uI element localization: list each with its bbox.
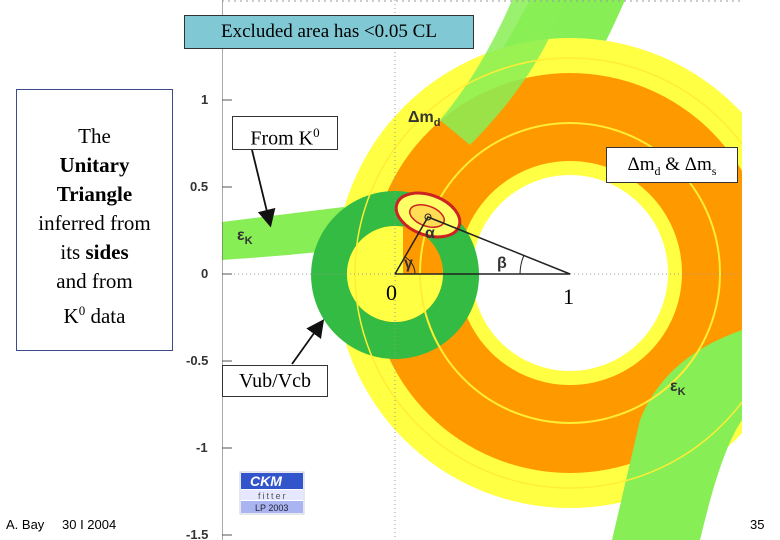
axis-label-one: 1 xyxy=(563,284,574,309)
caption-box: Excluded area has <0.05 CL xyxy=(184,15,474,49)
logo-lp2003: LP 2003 xyxy=(255,503,288,513)
ckm-plot: α γ β Δmd εK εK CKM xyxy=(222,0,742,540)
y-label-neg1.5: -1.5 xyxy=(186,527,208,540)
unitary-triangle xyxy=(394,216,571,275)
ckmfitter-logo: CKM fitter LP 2003 xyxy=(239,471,305,515)
dm-label: Δmd & Δms xyxy=(606,147,738,183)
side-line-7: K0 data xyxy=(63,303,126,328)
band-label-dmd: Δmd xyxy=(408,109,440,129)
epsk-band-lower xyxy=(612,330,742,540)
angle-alpha: α xyxy=(425,225,435,242)
logo-ckm: CKM xyxy=(250,473,282,489)
side-text-box: The Unitary Triangle inferred from its s… xyxy=(16,89,173,351)
band-label-epsk-right: εK xyxy=(670,378,686,398)
ring-line-1 xyxy=(419,122,721,424)
logo-fitter: fitter xyxy=(258,491,288,501)
epsk-band-upper-cross xyxy=(440,0,565,145)
side-line-2: Unitary xyxy=(59,153,130,177)
y-label-neg0.5: -0.5 xyxy=(186,353,208,368)
side-line-1: The xyxy=(78,124,111,148)
beta-arc xyxy=(519,254,525,275)
y-label-0.5: 0.5 xyxy=(190,179,208,194)
side-line-3: Triangle xyxy=(56,182,133,206)
angle-gamma: γ xyxy=(404,255,413,272)
y-label-0: 0 xyxy=(201,266,208,281)
side-line-6: and from xyxy=(56,269,133,293)
y-label-neg1: -1 xyxy=(196,440,208,455)
ring-line-2 xyxy=(354,57,742,489)
vub-vcb-label: Vub/Vcb xyxy=(222,365,328,397)
footer-date: 30 I 2004 xyxy=(62,517,117,532)
from-k0-label: From K0 xyxy=(232,116,338,150)
y-tick-labels: 1 0.5 0 -0.5 -1 -1.5 xyxy=(186,92,208,540)
ckm-plot-svg: α γ β Δmd εK εK CKM xyxy=(222,0,742,540)
gamma-arc xyxy=(404,256,416,275)
y-axis-ticks xyxy=(222,99,232,536)
band-label-epsk-left: εK xyxy=(237,227,253,247)
side-line-5: its sides xyxy=(60,240,129,264)
footer-author: A. Bay xyxy=(6,517,45,532)
apex-point xyxy=(424,213,432,221)
y-label-1: 1 xyxy=(201,92,208,107)
dmd-hole xyxy=(472,175,668,371)
angle-beta: β xyxy=(497,255,507,272)
axis-label-zero: 0 xyxy=(386,280,397,305)
vub-inner-orange xyxy=(403,226,444,274)
footer-page-number: 35 xyxy=(750,517,765,532)
side-line-4: inferred from xyxy=(38,211,151,235)
